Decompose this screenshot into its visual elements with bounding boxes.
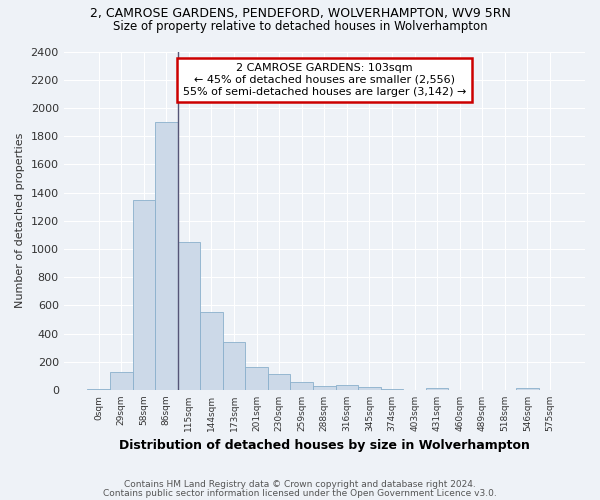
Y-axis label: Number of detached properties: Number of detached properties (15, 133, 25, 308)
Bar (335, 385, 358, 390)
Bar (223, 342, 245, 390)
Bar (268, 374, 290, 390)
Text: Size of property relative to detached houses in Wolverhampton: Size of property relative to detached ho… (113, 20, 487, 33)
Bar (245, 366, 268, 390)
Bar (426, 388, 448, 390)
Bar (381, 389, 403, 390)
Bar (133, 200, 155, 390)
Bar (110, 372, 133, 390)
Text: Contains public sector information licensed under the Open Government Licence v3: Contains public sector information licen… (103, 488, 497, 498)
Bar (358, 387, 381, 390)
Bar (290, 382, 313, 390)
Text: 2, CAMROSE GARDENS, PENDEFORD, WOLVERHAMPTON, WV9 5RN: 2, CAMROSE GARDENS, PENDEFORD, WOLVERHAM… (89, 8, 511, 20)
Bar (200, 312, 223, 390)
Bar (155, 122, 178, 390)
Bar (313, 386, 335, 390)
X-axis label: Distribution of detached houses by size in Wolverhampton: Distribution of detached houses by size … (119, 440, 530, 452)
Bar (88, 389, 110, 390)
Bar (178, 242, 200, 390)
Bar (516, 388, 539, 390)
Text: 2 CAMROSE GARDENS: 103sqm
← 45% of detached houses are smaller (2,556)
55% of se: 2 CAMROSE GARDENS: 103sqm ← 45% of detac… (182, 64, 466, 96)
Text: Contains HM Land Registry data © Crown copyright and database right 2024.: Contains HM Land Registry data © Crown c… (124, 480, 476, 489)
